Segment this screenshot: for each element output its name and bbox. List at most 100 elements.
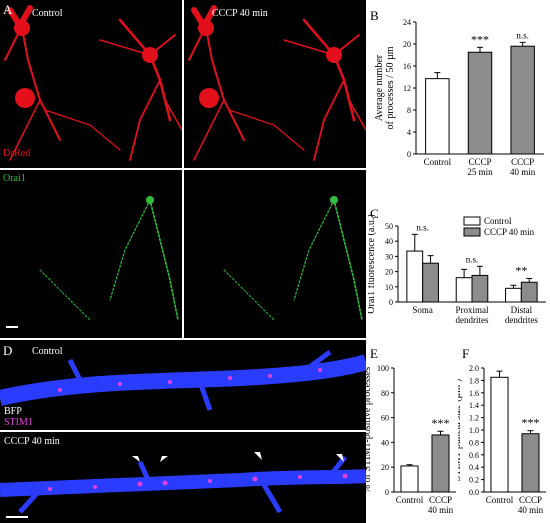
x-tick-label: CCCP 40 min xyxy=(428,495,454,515)
dendrite-control-image xyxy=(0,349,366,411)
bar xyxy=(490,376,509,493)
y-axis-label: Orai1 fluorescence (a.u.) xyxy=(368,214,377,313)
arrowhead-icon xyxy=(132,452,344,462)
bar xyxy=(406,250,424,303)
y-tick-label: 24 xyxy=(403,18,411,27)
y-tick-label: 0.6 xyxy=(469,451,479,460)
panel-letter: D xyxy=(3,343,13,358)
scale-bar xyxy=(6,516,28,518)
panel-d-control: D Control BFP STIM1 xyxy=(0,340,366,430)
y-tick-label: 0 xyxy=(407,150,411,159)
scale-bar xyxy=(6,326,18,328)
significance-label: *** xyxy=(432,416,450,430)
channel-label-orai1: Orai1 xyxy=(3,173,26,184)
legend-swatch xyxy=(463,216,481,226)
significance-label: ** xyxy=(515,263,527,277)
panel-letter: F xyxy=(462,346,470,361)
y-tick-label: 0.0 xyxy=(469,488,479,497)
y-tick-label: 50 xyxy=(385,222,393,231)
y-tick-label: 60 xyxy=(381,414,389,423)
panel-a-orai1-cccp xyxy=(184,170,366,338)
y-tick-label: 1.2 xyxy=(469,414,479,423)
y-axis-label: % of STIM1-positive processes xyxy=(366,367,373,493)
bar xyxy=(471,274,489,303)
bar xyxy=(455,277,473,303)
y-tick-label: 100 xyxy=(377,364,389,373)
y-tick-label: 20 xyxy=(385,268,393,277)
legend-swatch xyxy=(463,227,481,237)
channel-label-dsred: DsRed xyxy=(3,148,31,159)
x-tick-label: CCCP 40 min xyxy=(518,495,544,515)
y-tick-label: 16 xyxy=(403,62,411,71)
y-tick-label: 0.8 xyxy=(469,438,479,447)
bar xyxy=(505,287,522,303)
neuron-dsred-control-image xyxy=(4,5,182,161)
x-tick-label: Proximal dendrites xyxy=(456,305,489,325)
x-tick-label: CCCP 40 min xyxy=(510,157,536,177)
y-tick-label: 20 xyxy=(381,463,389,472)
y-axis-label: STIM1-puncta size (µm²) xyxy=(458,379,463,482)
y-tick-label: 1.6 xyxy=(469,389,479,398)
significance-label: n.s. xyxy=(516,30,529,40)
bar xyxy=(422,262,439,303)
chart-b: 0 4 8 12 16 20 24 Average numberof processes / … xyxy=(374,18,544,177)
y-tick-label: 0 xyxy=(389,298,393,307)
bar xyxy=(510,45,535,155)
bar xyxy=(425,78,450,155)
chart-e: 0 20 40 60 80 100 % of STIM1-positive processe… xyxy=(366,364,456,515)
y-tick-label: 40 xyxy=(385,237,393,246)
significance-label: *** xyxy=(471,32,489,46)
y-tick-label: 40 xyxy=(381,438,389,447)
condition-label: Control xyxy=(32,8,63,19)
y-tick-label: 10 xyxy=(385,283,393,292)
panel-letter: E xyxy=(370,346,378,361)
y-tick-label: 80 xyxy=(381,389,389,398)
y-tick-label: 1.0 xyxy=(469,426,479,435)
dendrite-cccp-image xyxy=(0,452,366,514)
panel-a-orai1-control: Orai1 xyxy=(0,170,182,338)
bar xyxy=(520,281,538,303)
y-tick-label: 0 xyxy=(385,488,389,497)
channel-label-bfp: BFP xyxy=(4,406,22,417)
y-axis-label: Average numberof processes / 50 µm xyxy=(374,46,396,129)
bar xyxy=(521,433,540,493)
panel-a-dsred-control: A Control DsRed xyxy=(0,0,182,168)
bar xyxy=(467,51,493,155)
bar xyxy=(400,465,419,493)
panel-letter: C xyxy=(370,206,379,221)
neuron-orai1-control-image xyxy=(39,196,179,321)
y-tick-label: 1.4 xyxy=(469,401,479,410)
neuron-dsred-cccp-image xyxy=(188,5,366,161)
x-tick-label: Control xyxy=(486,495,514,505)
bar xyxy=(431,434,450,493)
condition-label: CCCP 40 min xyxy=(212,8,268,19)
y-tick-label: 20 xyxy=(403,40,411,49)
y-tick-label: 0.4 xyxy=(469,463,479,472)
panel-letter: B xyxy=(370,8,379,23)
significance-label: n.s. xyxy=(416,222,429,232)
panel-a-dsred-cccp: CCCP 40 min xyxy=(184,0,366,168)
channel-label-stim1: STIM1 xyxy=(4,417,33,428)
condition-label: Control xyxy=(32,346,63,357)
panel-letter: A xyxy=(3,2,13,17)
y-tick-label: 2.0 xyxy=(469,364,479,373)
y-tick-label: 1.8 xyxy=(469,376,479,385)
x-tick-label: Control xyxy=(424,157,452,167)
legend-entry: Control xyxy=(484,216,512,226)
significance-label: *** xyxy=(522,416,540,430)
y-tick-label: 12 xyxy=(403,84,411,93)
x-tick-label: Distal dendrites xyxy=(505,305,538,325)
x-tick-label: Control xyxy=(396,495,424,505)
neuron-orai1-cccp-image xyxy=(223,196,363,321)
y-tick-label: 0.2 xyxy=(469,476,479,485)
x-tick-label: Soma xyxy=(412,305,433,315)
legend-entry: CCCP 40 min xyxy=(484,227,535,237)
chart-f: 0.0 0.2 0.4 0.6 0.8 1.0 1.2 1.4 1.6 1.8 2.0 STIM1-p… xyxy=(458,364,546,515)
panel-d-cccp: CCCP 40 min xyxy=(0,432,366,523)
x-tick-label: CCCP 25 min xyxy=(467,157,493,177)
y-tick-label: 4 xyxy=(407,128,411,137)
significance-label: n.s. xyxy=(466,254,479,264)
y-tick-label: 8 xyxy=(407,106,411,115)
chart-c: 0 10 20 30 40 50 Orai1 fluorescence (a.u.) n.s.… xyxy=(368,214,546,325)
condition-label: CCCP 40 min xyxy=(4,436,60,447)
